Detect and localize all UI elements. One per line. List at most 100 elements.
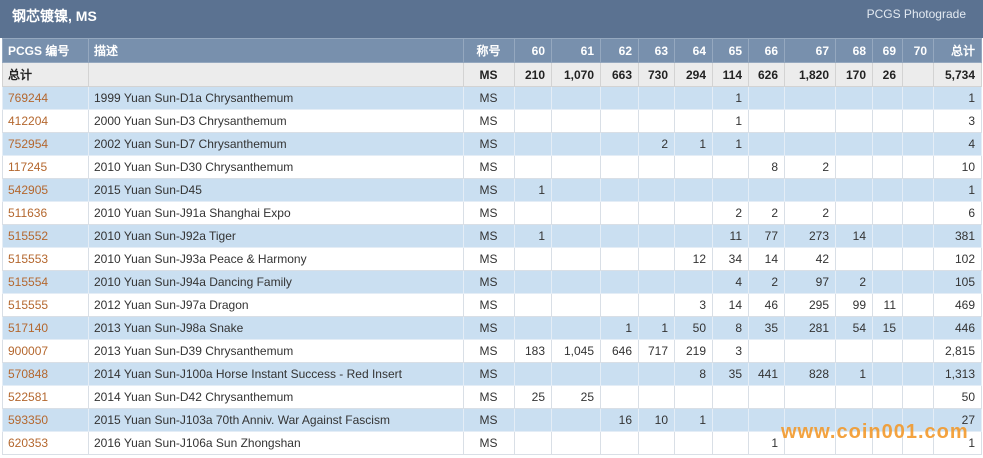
grade-70-count [902,293,934,317]
grade-68-count [835,385,873,409]
grade-62-count [600,155,639,179]
grade-63-count [638,155,675,179]
pcgs-number-link[interactable]: 900007 [8,344,49,358]
grade-60-count [514,316,552,340]
grade-69-count [872,178,903,202]
grade-66-count [748,86,785,110]
col-header-grade-64: 64 [674,38,713,63]
pcgs-number-cell: 900007 [2,339,89,363]
grade-62-count [600,132,639,156]
pcgs-number-link[interactable]: 522581 [8,390,49,404]
total-row: 总计 MS 210 1,070 663 730 294 114 626 1,82… [2,62,982,87]
pcgs-number-link[interactable]: 412204 [8,114,49,128]
grade-62-count: 646 [600,339,639,363]
grade-69-count [872,109,903,133]
pcgs-number-link[interactable]: 542905 [8,183,49,197]
grade-62-count: 1 [600,316,639,340]
grade-69-count [872,247,903,271]
row-total-count: 446 [933,316,982,340]
grade-61-count [551,109,601,133]
grade-60-count [514,201,552,225]
description-cell: 2010 Yuan Sun-J93a Peace & Harmony [88,247,464,271]
grade-65-count: 34 [712,247,749,271]
pcgs-number-cell: 517140 [2,316,89,340]
pcgs-number-link[interactable]: 511636 [8,206,48,220]
grade-70-count [902,362,934,386]
grade-64-count: 219 [674,339,713,363]
pcgs-number-link[interactable]: 570848 [8,367,49,381]
col-header-grade-60: 60 [514,38,552,63]
table-row: 517140 2013 Yuan Sun-J98a Snake MS 1 1 50 8 35 2… [2,316,982,340]
description-cell: 2002 Yuan Sun-D7 Chrysanthemum [88,132,464,156]
row-total-count: 102 [933,247,982,271]
pcgs-number-link[interactable]: 593350 [8,413,49,427]
grade-60-count [514,109,552,133]
pcgs-number-cell: 620353 [2,431,89,455]
grade-70-count [902,224,934,248]
grade-66-count: 1 [748,431,785,455]
grade-65-count: 1 [712,109,749,133]
grade-70-count [902,178,934,202]
designation-cell: MS [463,155,515,179]
grade-64-count [674,224,713,248]
grade-70-count [902,385,934,409]
grade-65-count: 2 [712,201,749,225]
grade-64-count [674,201,713,225]
total-grade-61-count: 1,070 [551,62,601,87]
grade-61-count [551,293,601,317]
pcgs-number-link[interactable]: 515552 [8,229,49,243]
grade-64-count: 50 [674,316,713,340]
grade-60-count [514,132,552,156]
grade-68-count: 14 [835,224,873,248]
description-cell: 2013 Yuan Sun-D39 Chrysanthemum [88,339,464,363]
grade-67-count: 97 [784,270,836,294]
grade-62-count [600,109,639,133]
grade-68-count: 54 [835,316,873,340]
grade-64-count: 12 [674,247,713,271]
pcgs-number-link[interactable]: 515553 [8,252,49,266]
panel-header: 钢芯镀镍, MS PCGS Photograde [0,0,983,38]
pcgs-number-link[interactable]: 752954 [8,137,49,151]
col-header-grade-68: 68 [835,38,873,63]
pcgs-number-link[interactable]: 620353 [8,436,49,450]
table-row: 412204 2000 Yuan Sun-D3 Chrysanthemum MS 1 3 [2,109,982,133]
pcgs-photograde-link[interactable]: PCGS Photograde [866,7,966,21]
pcgs-number-link[interactable]: 515555 [8,298,49,312]
grade-68-count: 1 [835,362,873,386]
grade-60-count [514,86,552,110]
grade-62-count [600,201,639,225]
pcgs-number-link[interactable]: 117245 [8,160,48,174]
grade-64-count: 1 [674,408,713,432]
grade-65-count [712,385,749,409]
grade-66-count: 35 [748,316,785,340]
col-header-pcgs-number: PCGS 编号 [2,38,89,63]
row-total-count: 3 [933,109,982,133]
grade-62-count [600,178,639,202]
grade-61-count [551,431,601,455]
grade-63-count: 717 [638,339,675,363]
description-cell: 2013 Yuan Sun-J98a Snake [88,316,464,340]
grade-62-count [600,431,639,455]
grade-64-count [674,270,713,294]
grade-69-count: 15 [872,316,903,340]
grade-68-count [835,155,873,179]
grade-67-count [784,385,836,409]
grade-63-count [638,86,675,110]
grade-61-count [551,270,601,294]
grade-61-count [551,178,601,202]
grade-69-count: 11 [872,293,903,317]
pcgs-number-link[interactable]: 515554 [8,275,49,289]
pcgs-number-link[interactable]: 769244 [8,91,49,105]
grade-63-count: 1 [638,316,675,340]
grade-69-count [872,339,903,363]
grade-60-count [514,408,552,432]
grade-60-count [514,431,552,455]
grade-60-count [514,362,552,386]
grade-67-count [784,86,836,110]
grade-68-count [835,408,873,432]
pcgs-number-link[interactable]: 517140 [8,321,49,335]
row-total-count: 50 [933,385,982,409]
row-total-count: 4 [933,132,982,156]
description-cell: 2000 Yuan Sun-D3 Chrysanthemum [88,109,464,133]
grade-68-count: 99 [835,293,873,317]
